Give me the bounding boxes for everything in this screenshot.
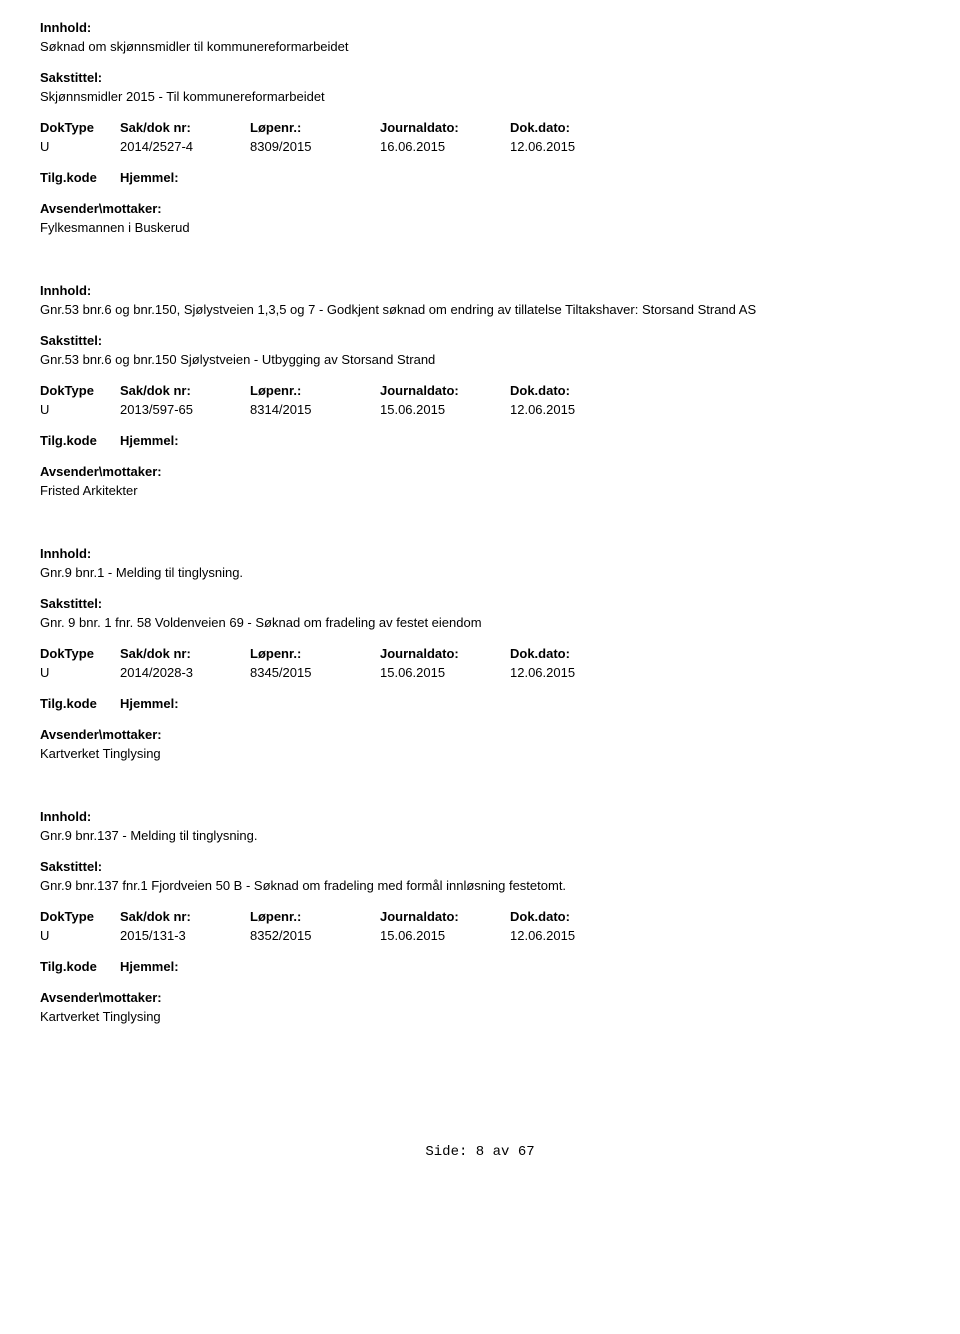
saknr-value: 2015/131-3 (120, 928, 250, 943)
journaldato-value: 15.06.2015 (380, 665, 510, 680)
innhold-value: Gnr.9 bnr.137 - Melding til tinglysning. (40, 828, 920, 843)
lopenr-value: 8314/2015 (250, 402, 380, 417)
tilgkode-label: Tilg.kode (40, 959, 120, 974)
doktype-value: U (40, 402, 120, 417)
journal-entry: Innhold: Gnr.53 bnr.6 og bnr.150, Sjølys… (40, 283, 920, 498)
tilgkode-row: Tilg.kode Hjemmel: (40, 433, 920, 448)
sakstittel-label: Sakstittel: (40, 333, 920, 348)
sakstittel-label: Sakstittel: (40, 596, 920, 611)
hjemmel-label: Hjemmel: (120, 433, 179, 448)
dokdato-value: 12.06.2015 (510, 928, 640, 943)
doktype-value: U (40, 665, 120, 680)
journal-entry: Innhold: Søknad om skjønnsmidler til kom… (40, 20, 920, 235)
doktype-header: DokType (40, 383, 120, 398)
innhold-label: Innhold: (40, 546, 920, 561)
avsender-label: Avsender\mottaker: (40, 201, 920, 216)
tilgkode-label: Tilg.kode (40, 433, 120, 448)
saknr-value: 2014/2028-3 (120, 665, 250, 680)
innhold-label: Innhold: (40, 809, 920, 824)
innhold-value: Gnr.9 bnr.1 - Melding til tinglysning. (40, 565, 920, 580)
dokdato-value: 12.06.2015 (510, 402, 640, 417)
avsender-label: Avsender\mottaker: (40, 990, 920, 1005)
dokdato-header: Dok.dato: (510, 383, 640, 398)
journaldato-value: 15.06.2015 (380, 928, 510, 943)
table-header: DokType Sak/dok nr: Løpenr.: Journaldato… (40, 909, 920, 924)
lopenr-header: Løpenr.: (250, 646, 380, 661)
journaldato-value: 16.06.2015 (380, 139, 510, 154)
lopenr-header: Løpenr.: (250, 909, 380, 924)
table-header: DokType Sak/dok nr: Løpenr.: Journaldato… (40, 120, 920, 135)
avsender-value: Kartverket Tinglysing (40, 746, 920, 761)
table-header: DokType Sak/dok nr: Løpenr.: Journaldato… (40, 646, 920, 661)
tilgkode-row: Tilg.kode Hjemmel: (40, 959, 920, 974)
innhold-value: Gnr.53 bnr.6 og bnr.150, Sjølystveien 1,… (40, 302, 920, 317)
lopenr-value: 8345/2015 (250, 665, 380, 680)
saknr-header: Sak/dok nr: (120, 120, 250, 135)
sakstittel-value: Gnr.9 bnr.137 fnr.1 Fjordveien 50 B - Sø… (40, 878, 920, 893)
dokdato-header: Dok.dato: (510, 646, 640, 661)
sakstittel-label: Sakstittel: (40, 70, 920, 85)
saknr-header: Sak/dok nr: (120, 646, 250, 661)
hjemmel-label: Hjemmel: (120, 959, 179, 974)
doktype-value: U (40, 139, 120, 154)
lopenr-header: Løpenr.: (250, 120, 380, 135)
journaldato-header: Journaldato: (380, 383, 510, 398)
footer-page: 8 (476, 1144, 484, 1160)
sakstittel-label: Sakstittel: (40, 859, 920, 874)
lopenr-value: 8352/2015 (250, 928, 380, 943)
dokdato-value: 12.06.2015 (510, 139, 640, 154)
journaldato-value: 15.06.2015 (380, 402, 510, 417)
innhold-value: Søknad om skjønnsmidler til kommunerefor… (40, 39, 920, 54)
footer-total: 67 (518, 1144, 535, 1160)
table-row: U 2014/2028-3 8345/2015 15.06.2015 12.06… (40, 665, 920, 680)
doktype-header: DokType (40, 909, 120, 924)
innhold-label: Innhold: (40, 283, 920, 298)
tilgkode-row: Tilg.kode Hjemmel: (40, 696, 920, 711)
journaldato-header: Journaldato: (380, 120, 510, 135)
journal-entry: Innhold: Gnr.9 bnr.1 - Melding til tingl… (40, 546, 920, 761)
journaldato-header: Journaldato: (380, 646, 510, 661)
avsender-value: Kartverket Tinglysing (40, 1009, 920, 1024)
dokdato-header: Dok.dato: (510, 909, 640, 924)
page-footer: Side: 8 av 67 (40, 1144, 920, 1160)
footer-prefix: Side: (425, 1144, 467, 1160)
footer-sep: av (493, 1144, 510, 1160)
sakstittel-value: Skjønnsmidler 2015 - Til kommunereformar… (40, 89, 920, 104)
table-row: U 2014/2527-4 8309/2015 16.06.2015 12.06… (40, 139, 920, 154)
dokdato-value: 12.06.2015 (510, 665, 640, 680)
lopenr-header: Løpenr.: (250, 383, 380, 398)
doktype-value: U (40, 928, 120, 943)
doktype-header: DokType (40, 646, 120, 661)
lopenr-value: 8309/2015 (250, 139, 380, 154)
avsender-label: Avsender\mottaker: (40, 727, 920, 742)
saknr-value: 2014/2527-4 (120, 139, 250, 154)
innhold-label: Innhold: (40, 20, 920, 35)
table-row: U 2015/131-3 8352/2015 15.06.2015 12.06.… (40, 928, 920, 943)
avsender-value: Fristed Arkitekter (40, 483, 920, 498)
table-header: DokType Sak/dok nr: Løpenr.: Journaldato… (40, 383, 920, 398)
saknr-header: Sak/dok nr: (120, 383, 250, 398)
tilgkode-label: Tilg.kode (40, 170, 120, 185)
hjemmel-label: Hjemmel: (120, 696, 179, 711)
avsender-value: Fylkesmannen i Buskerud (40, 220, 920, 235)
dokdato-header: Dok.dato: (510, 120, 640, 135)
avsender-label: Avsender\mottaker: (40, 464, 920, 479)
journaldato-header: Journaldato: (380, 909, 510, 924)
saknr-header: Sak/dok nr: (120, 909, 250, 924)
tilgkode-row: Tilg.kode Hjemmel: (40, 170, 920, 185)
saknr-value: 2013/597-65 (120, 402, 250, 417)
doktype-header: DokType (40, 120, 120, 135)
journal-entry: Innhold: Gnr.9 bnr.137 - Melding til tin… (40, 809, 920, 1024)
tilgkode-label: Tilg.kode (40, 696, 120, 711)
table-row: U 2013/597-65 8314/2015 15.06.2015 12.06… (40, 402, 920, 417)
hjemmel-label: Hjemmel: (120, 170, 179, 185)
sakstittel-value: Gnr. 9 bnr. 1 fnr. 58 Voldenveien 69 - S… (40, 615, 920, 630)
sakstittel-value: Gnr.53 bnr.6 og bnr.150 Sjølystveien - U… (40, 352, 920, 367)
